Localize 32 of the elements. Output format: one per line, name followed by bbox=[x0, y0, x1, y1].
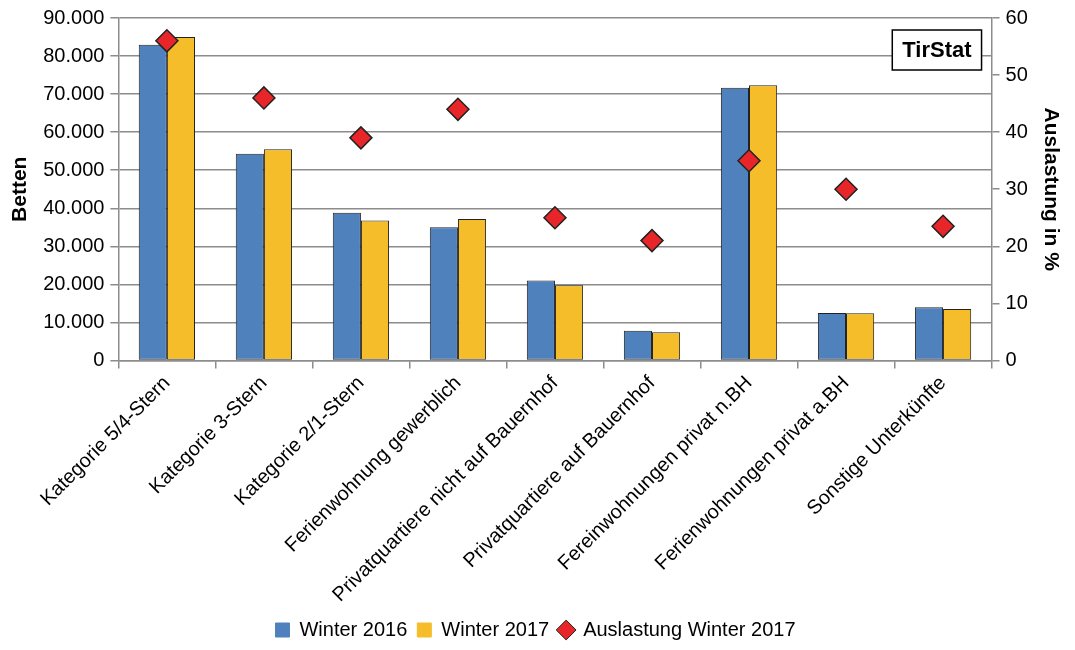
y2-tick-label: 0 bbox=[1005, 348, 1017, 370]
y2-tick-label: 60 bbox=[1005, 5, 1028, 28]
legend-label: Winter 2017 bbox=[441, 617, 550, 640]
y-axis-title: Betten bbox=[7, 156, 31, 222]
y-tick-label: 60.000 bbox=[43, 119, 105, 142]
y2-tick-label: 30 bbox=[1005, 176, 1028, 199]
y-tick-label: 20.000 bbox=[43, 271, 105, 294]
y-tick-label: 0 bbox=[93, 348, 105, 370]
y-tick-label: 50.000 bbox=[43, 157, 105, 180]
point bbox=[543, 206, 567, 230]
y2-tick-label: 10 bbox=[1005, 290, 1028, 313]
y-tick-label: 70.000 bbox=[43, 81, 105, 104]
y-tick-label: 30.000 bbox=[43, 233, 105, 256]
point bbox=[931, 214, 955, 239]
annotation: TirStat bbox=[902, 37, 973, 63]
point bbox=[834, 177, 858, 201]
y-tick-label: 80.000 bbox=[43, 43, 105, 66]
point bbox=[155, 29, 179, 53]
y2-axis-title: Auslastung in % bbox=[1040, 107, 1064, 272]
point bbox=[737, 148, 761, 173]
y-tick-label: 40.000 bbox=[43, 195, 105, 218]
legend-label: Winter 2016 bbox=[299, 617, 408, 640]
y-tick-label: 10.000 bbox=[43, 309, 105, 332]
point bbox=[446, 97, 470, 122]
point bbox=[252, 86, 276, 110]
y-tick-label: 90.000 bbox=[43, 5, 105, 28]
point bbox=[349, 126, 373, 150]
y2-tick-label: 40 bbox=[1005, 119, 1028, 142]
legend-label: Auslastung Winter 2017 bbox=[583, 617, 796, 640]
point bbox=[640, 228, 664, 253]
y2-tick-label: 20 bbox=[1005, 233, 1028, 256]
y2-tick-label: 50 bbox=[1005, 62, 1028, 85]
